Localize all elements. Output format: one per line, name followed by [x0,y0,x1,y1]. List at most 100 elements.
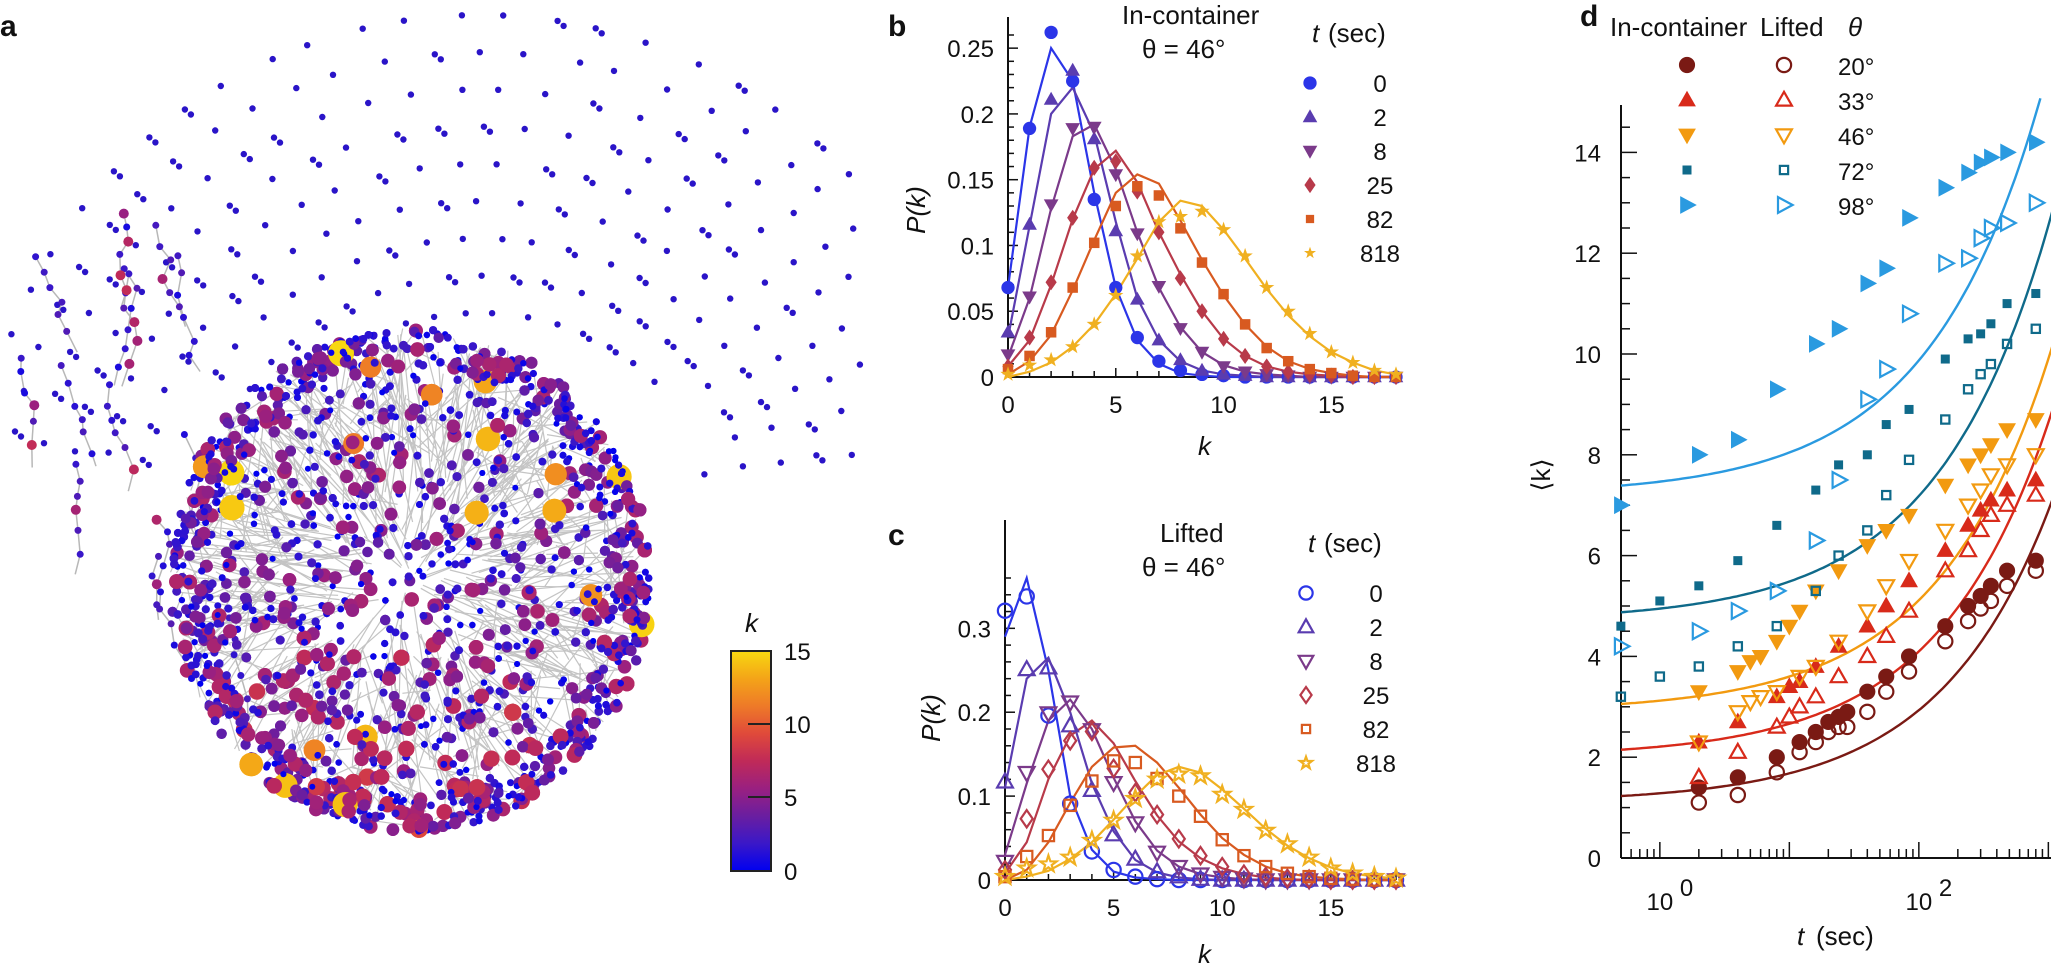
network-edge [484,604,579,679]
network-node [497,599,506,608]
data-point-in-container-46° [1751,650,1770,666]
data-point-t82 [1367,873,1382,887]
network-node [499,236,506,243]
network-node [512,802,520,810]
network-node [410,342,425,357]
network-node [295,663,307,675]
network-node [11,428,19,435]
network-node [264,613,271,621]
network-node [480,679,488,686]
network-node [542,90,549,98]
data-point-in-container-33° [1982,490,2000,507]
network-node [504,749,521,766]
network-node [616,149,623,156]
data-point-lifted-46° [1935,523,1956,541]
network-node [443,696,452,706]
y-tick-label: 6 [1588,544,1601,571]
network-node [473,688,489,704]
network-node [307,669,315,677]
network-node [388,578,397,587]
data-point-t82 [1389,873,1403,887]
legend-label-t25: 25 [1367,173,1394,200]
network-node [138,288,146,296]
legend-label-t82: 82 [1367,207,1394,234]
network-node [592,25,599,32]
network-node [701,273,708,280]
network-node [610,447,617,455]
network-node [170,641,178,649]
data-point-lifted-72° [1771,620,1783,632]
data-point-t82 [1172,789,1186,803]
y-tick-label: 10 [1574,342,1601,369]
network-node [172,539,181,548]
data-point-in-container-46° [1998,423,2016,439]
network-node [199,622,206,629]
data-point-in-container-72° [1881,420,1891,430]
data-point-lifted-33° [1899,600,1919,618]
network-node [212,369,219,376]
network-node [449,817,462,830]
data-point-in-container-72° [1772,520,1782,530]
network-node [291,595,298,602]
legend-marker-lifted-72° [1778,164,1790,176]
data-point-t2 [1038,657,1059,675]
network-node [182,653,190,662]
network-node [645,574,653,582]
data-point-lifted-98° [1960,248,1980,268]
network-edge [521,441,553,506]
network-node [497,347,506,357]
network-node [525,586,534,595]
network-node [681,135,688,143]
network-node [604,647,613,657]
y-tick-label: 0.1 [958,784,991,811]
network-node [532,394,545,407]
network-node [838,407,845,415]
network-node [459,86,466,94]
data-point-in-container-46° [1829,564,1848,581]
data-point-in-container-46° [1767,634,1786,651]
network-node [622,571,638,587]
data-point-t82 [1175,223,1186,234]
network-node [272,407,285,420]
chart-b-legend-title-t: t [1312,18,1321,48]
network-node [304,465,311,472]
network-node [264,741,273,750]
network-node [783,304,790,311]
network-node [272,738,286,752]
network-edge [479,674,565,729]
data-point-t82 [1067,282,1078,293]
network-node [74,526,82,534]
network-node [46,284,54,292]
network-node [443,615,452,624]
network-node [268,358,275,366]
network-node [180,313,187,321]
y-tick-label: 4 [1588,644,1601,671]
network-node [413,797,427,811]
network-node [542,498,567,523]
network-node [493,702,502,711]
data-point-in-container-46° [1971,448,1990,465]
network-node [443,627,453,637]
network-node [631,636,641,646]
network-node [372,531,380,539]
network-node [535,553,546,565]
network-node [220,546,233,559]
network-node [156,243,164,251]
data-point-t818 [1189,764,1212,786]
network-node [805,421,812,428]
network-node [391,809,400,818]
network-node [392,252,399,259]
network-node [594,707,604,716]
network-node [545,613,560,627]
legend-label-20°: 20° [1838,54,1874,81]
data-point-t82 [1063,798,1077,813]
network-node [100,372,107,379]
network-node [446,406,455,414]
network-node [173,528,182,537]
network-edge [448,454,493,487]
data-point-t2 [1130,291,1145,305]
network-node [446,527,454,535]
data-point-lifted-33° [1789,696,1810,714]
network-node [127,375,135,382]
